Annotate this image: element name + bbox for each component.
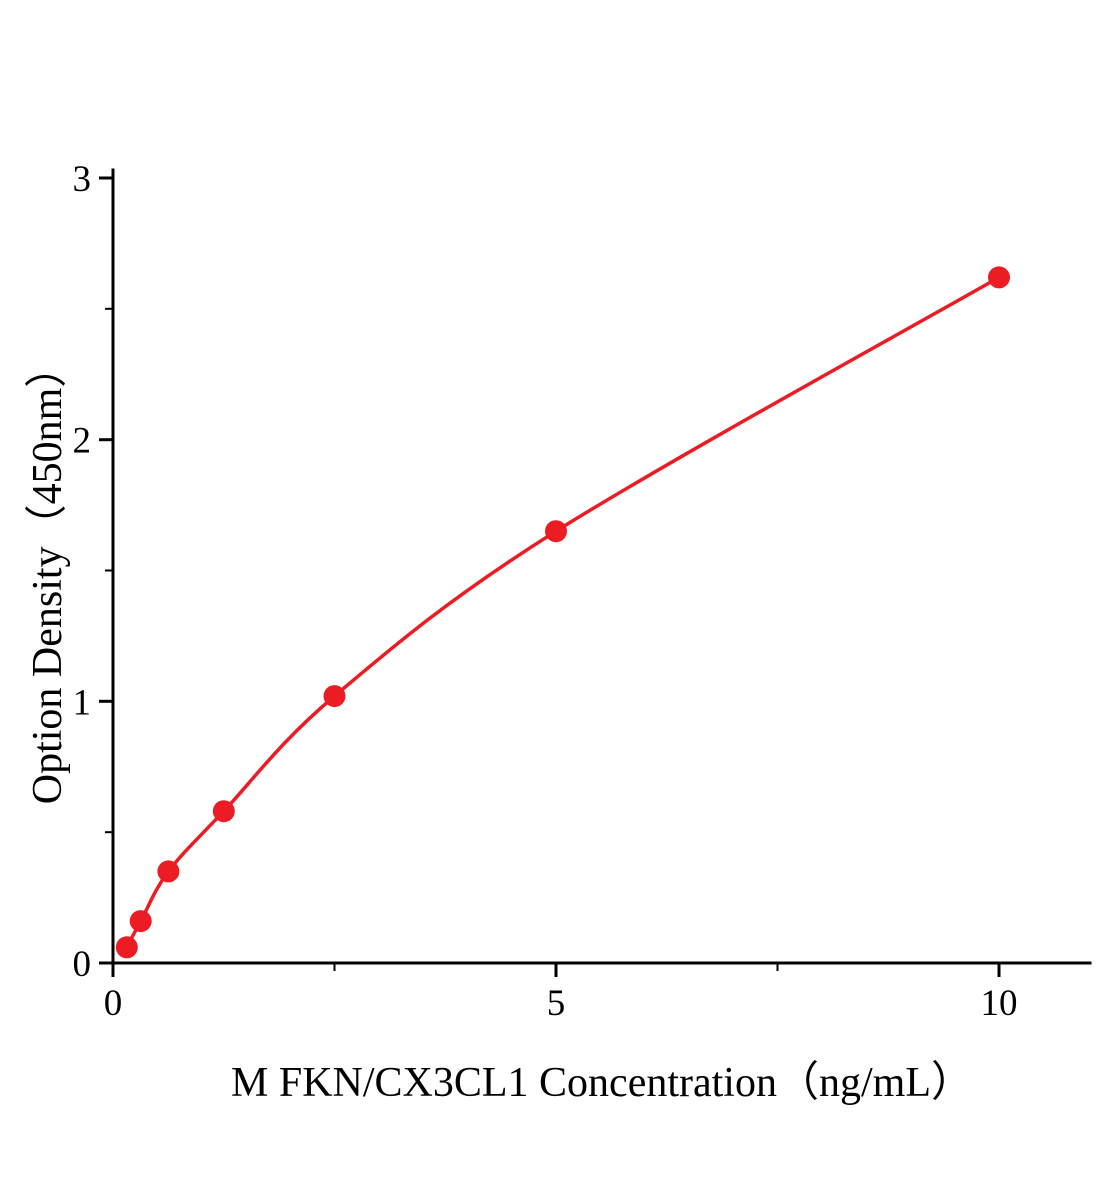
y-tick-label: 2 bbox=[73, 421, 92, 462]
data-point bbox=[157, 860, 180, 883]
x-tick-label: 10 bbox=[981, 983, 1018, 1024]
x-tick-label: 5 bbox=[547, 983, 566, 1024]
data-point bbox=[545, 520, 567, 543]
y-axis-title-text: Option Density（450nm） bbox=[25, 345, 71, 805]
y-tick-label: 3 bbox=[73, 159, 92, 200]
axis-lines bbox=[111, 168, 1092, 965]
data-point bbox=[129, 910, 152, 933]
data-point bbox=[323, 685, 346, 708]
x-axis-title: M FKN/CX3CL1 Concentration（ng/mL） bbox=[231, 1060, 973, 1106]
data-point bbox=[212, 800, 235, 823]
data-point bbox=[988, 266, 1010, 289]
data-point bbox=[115, 936, 138, 959]
y-axis-title: Option Density（450nm） bbox=[18, 175, 78, 975]
y-tick-label: 1 bbox=[73, 682, 92, 723]
standard-curve-line bbox=[125, 275, 1001, 950]
x-tick-label: 0 bbox=[104, 983, 123, 1024]
y-tick-label: 0 bbox=[73, 944, 92, 985]
